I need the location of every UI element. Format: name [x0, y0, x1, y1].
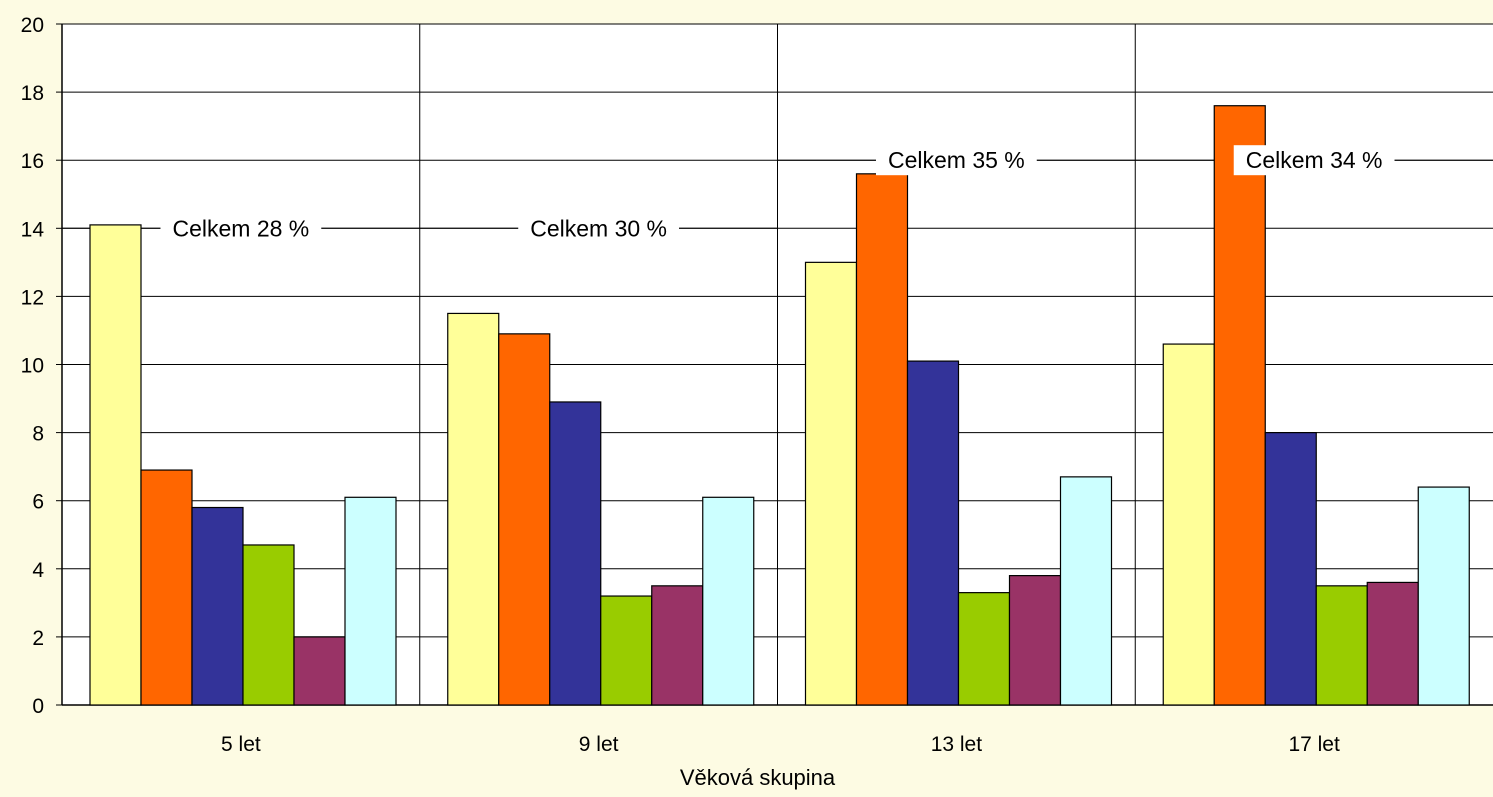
bar-5-let-s6	[344, 496, 397, 706]
bar-13-let-s3	[906, 360, 960, 706]
y-tick-label: 14	[21, 218, 45, 241]
bar-17-let-s6	[1417, 486, 1470, 706]
y-tick-label: 2	[32, 627, 44, 650]
bar-13-let-s6	[1059, 476, 1113, 706]
bar-5-let-s1	[89, 224, 142, 706]
annotation-label: Celkem 35 %	[888, 147, 1025, 173]
bar-9-let-s1	[447, 312, 500, 706]
y-tick-label: 20	[21, 14, 44, 37]
x-tick-label: 5 let	[221, 733, 261, 756]
bar-5-let-s5	[293, 636, 346, 706]
bar-17-let-s3	[1264, 432, 1317, 706]
annotation-background	[518, 213, 680, 244]
bar-5-let-s3	[191, 506, 244, 706]
y-tick-label: 16	[21, 150, 44, 173]
annotation-label: Celkem 28 %	[172, 215, 309, 241]
annotation-label: Celkem 30 %	[530, 215, 667, 241]
bar-9-let-s6	[702, 496, 755, 706]
bar-13-let-s4	[957, 592, 1011, 706]
bar-9-let-s3	[549, 401, 602, 706]
annotation-background	[1233, 145, 1395, 176]
y-tick-label: 10	[21, 355, 44, 378]
bar-17-let-s1	[1162, 343, 1215, 706]
bar-5-let-s4	[242, 544, 295, 706]
annotation-label: Celkem 34 %	[1246, 147, 1383, 173]
bar-17-let-s5	[1366, 581, 1419, 706]
bar-9-let-s2	[498, 333, 551, 706]
y-tick-label: 18	[21, 82, 44, 105]
bar-13-let-s5	[1008, 575, 1062, 706]
bar-17-let-s2	[1213, 105, 1266, 706]
x-tick-label: 13 let	[931, 733, 983, 756]
bar-5-let-s2	[140, 469, 193, 706]
x-tick-label: 9 let	[579, 733, 619, 756]
annotation-background	[875, 145, 1037, 176]
x-axis-title: Věková skupina	[680, 765, 836, 790]
bar-9-let-s4	[600, 595, 653, 706]
y-tick-label: 4	[32, 559, 44, 582]
y-tick-label: 8	[32, 423, 44, 446]
x-tick-label: 17 let	[1288, 733, 1340, 756]
y-tick-label: 6	[32, 491, 44, 514]
y-tick-label: 12	[21, 286, 44, 309]
bar-13-let-s1	[804, 261, 858, 706]
bar-17-let-s4	[1315, 585, 1368, 706]
y-tick-label: 0	[32, 695, 44, 718]
annotation-background	[160, 213, 322, 244]
bar-9-let-s5	[651, 585, 704, 706]
bar-13-let-s2	[855, 173, 909, 706]
